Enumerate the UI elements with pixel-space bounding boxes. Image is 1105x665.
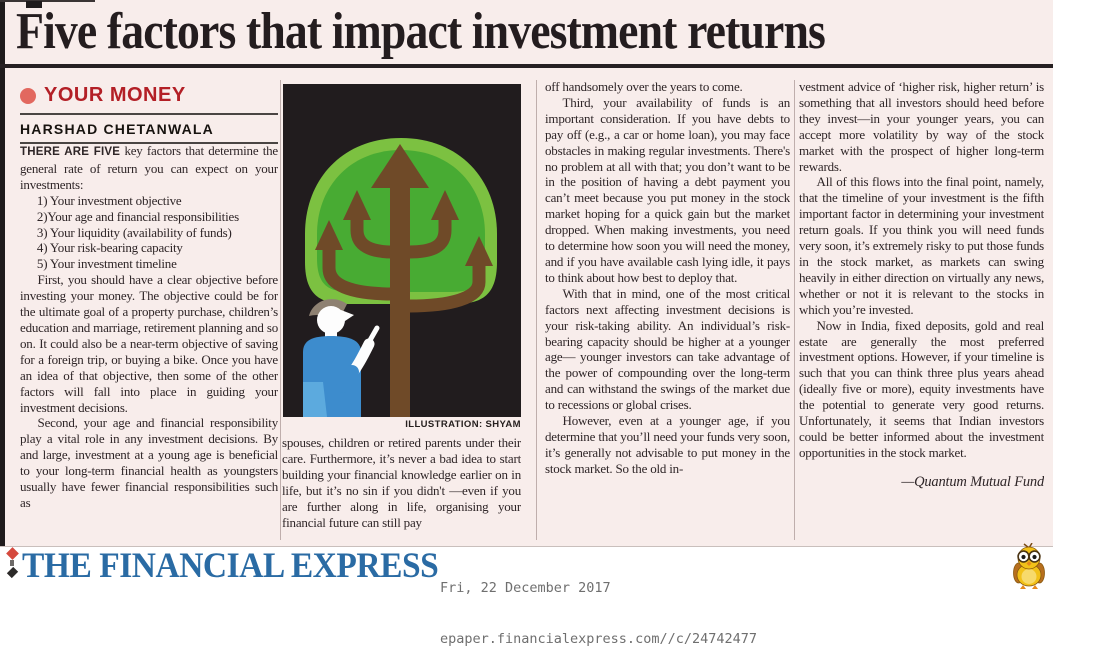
article-list-item: 4) Your risk-bearing capacity xyxy=(36,240,183,256)
scan-corner-mark xyxy=(26,1,42,8)
masthead-logo-icon xyxy=(5,547,19,579)
article-paragraph: Now in India, fixed deposits, gold and r… xyxy=(799,317,1044,460)
logo-dash-icon xyxy=(10,560,14,566)
section-bullet-icon xyxy=(20,87,36,104)
article-paragraph: off handsomely over the years to come. xyxy=(545,79,743,94)
article-attribution: —Quantum Mutual Fund xyxy=(901,473,1044,490)
section-label: YOUR MONEY xyxy=(44,84,186,106)
article-lead-paragraph: THERE ARE FIVE key factors that determin… xyxy=(20,143,278,192)
section-header: YOUR MONEY xyxy=(20,84,278,115)
article-list-item: 5) Your investment timeline xyxy=(36,256,177,272)
article-paragraph: Second, your age and financial responsib… xyxy=(20,415,278,510)
tree-arrows-illustration xyxy=(283,84,521,417)
author-name: HARSHAD CHETANWALA xyxy=(20,115,278,144)
logo-diamond-icon xyxy=(5,547,19,560)
scan-edge-strip xyxy=(0,0,5,546)
scan-edge-top xyxy=(0,0,95,2)
article-paragraph: All of this flows into the final point, … xyxy=(799,174,1044,317)
column-rule xyxy=(794,80,795,540)
section-block: YOUR MONEY HARSHAD CHETANWALA xyxy=(20,84,278,144)
illustration-credit: ILLUSTRATION: SHYAM xyxy=(405,419,521,430)
column-rule xyxy=(280,80,281,540)
article-list-item: 3) Your liquidity (availability of funds… xyxy=(36,224,232,240)
article-paragraph: First, you should have a clear objective… xyxy=(20,272,278,415)
article-paragraph: spouses, children or retired parents und… xyxy=(282,435,521,530)
date-text: Fri, 22 December 2017 xyxy=(440,580,611,596)
article-paragraph: With that in mind, one of the most criti… xyxy=(545,285,790,413)
article-column-4: vestment advice of ‘higher risk, higher … xyxy=(799,79,1044,541)
article-paragraph: vestment advice of ‘higher risk, higher … xyxy=(799,79,1044,174)
masthead-title: THE FINANCIAL EXPRESS xyxy=(22,545,439,585)
article-list-item: 1) Your investment objective xyxy=(36,192,182,208)
person-figure xyxy=(303,299,380,417)
article-paragraph: Third, your availability of funds is an … xyxy=(545,94,790,285)
article-column-2: spouses, children or retired parents und… xyxy=(282,435,521,543)
newspaper-clipping: Five factors that impact investment retu… xyxy=(0,0,1053,547)
article-column-1: THERE ARE FIVE key factors that determin… xyxy=(20,143,278,541)
article-paragraph: However, even at a younger age, if you d… xyxy=(545,413,790,476)
article-column-3: off handsomely over the years to come. Th… xyxy=(545,79,790,541)
epaper-url-text: epaper.financialexpress.com//c/24742477 xyxy=(440,631,757,647)
article-headline: Five factors that impact investment retu… xyxy=(16,3,826,60)
epaper-meta: Fri, 22 December 2017 epaper.financialex… xyxy=(440,546,757,665)
article-list-item: 2)Your age and financial responsibilitie… xyxy=(36,208,239,224)
logo-base-icon xyxy=(6,566,18,579)
column-rule xyxy=(536,80,537,540)
headline-rule xyxy=(0,64,1053,68)
owl-mascot-icon xyxy=(1012,542,1046,589)
tree-arrows-graphic xyxy=(283,84,521,417)
